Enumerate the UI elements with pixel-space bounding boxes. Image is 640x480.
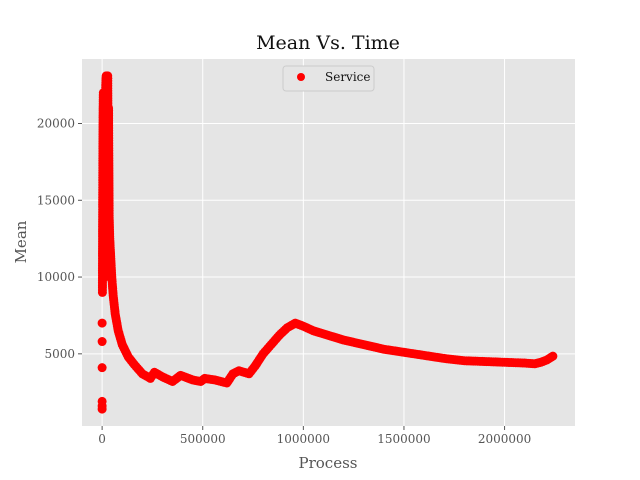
x-axis-label: Process [299,454,358,472]
x-tick-label: 2000000 [478,432,531,446]
grid [82,59,575,426]
y-tick-label: 15000 [37,193,75,207]
data-point [97,337,107,347]
x-tick-label: 500000 [180,432,226,446]
y-axis-label: Mean [12,220,30,263]
data-points [97,71,558,414]
data-point [97,363,107,373]
y-tick-label: 20000 [37,116,75,130]
data-point [546,352,556,362]
y-tick-label: 10000 [37,270,75,284]
x-tick-label: 1000000 [277,432,330,446]
ticks: 0 500000 1000000 1500000 2000000 5000 10000 150… [37,116,531,446]
legend: Service [282,65,375,92]
x-tick-label: 1500000 [377,432,430,446]
data-point [97,318,107,328]
legend-marker [297,73,305,81]
y-tick-label: 5000 [44,347,75,361]
legend-label: Service [325,70,371,84]
chart-title: Mean Vs. Time [256,32,400,54]
data-point [97,396,107,406]
legend-box [282,65,375,92]
x-tick-label: 0 [98,432,106,446]
